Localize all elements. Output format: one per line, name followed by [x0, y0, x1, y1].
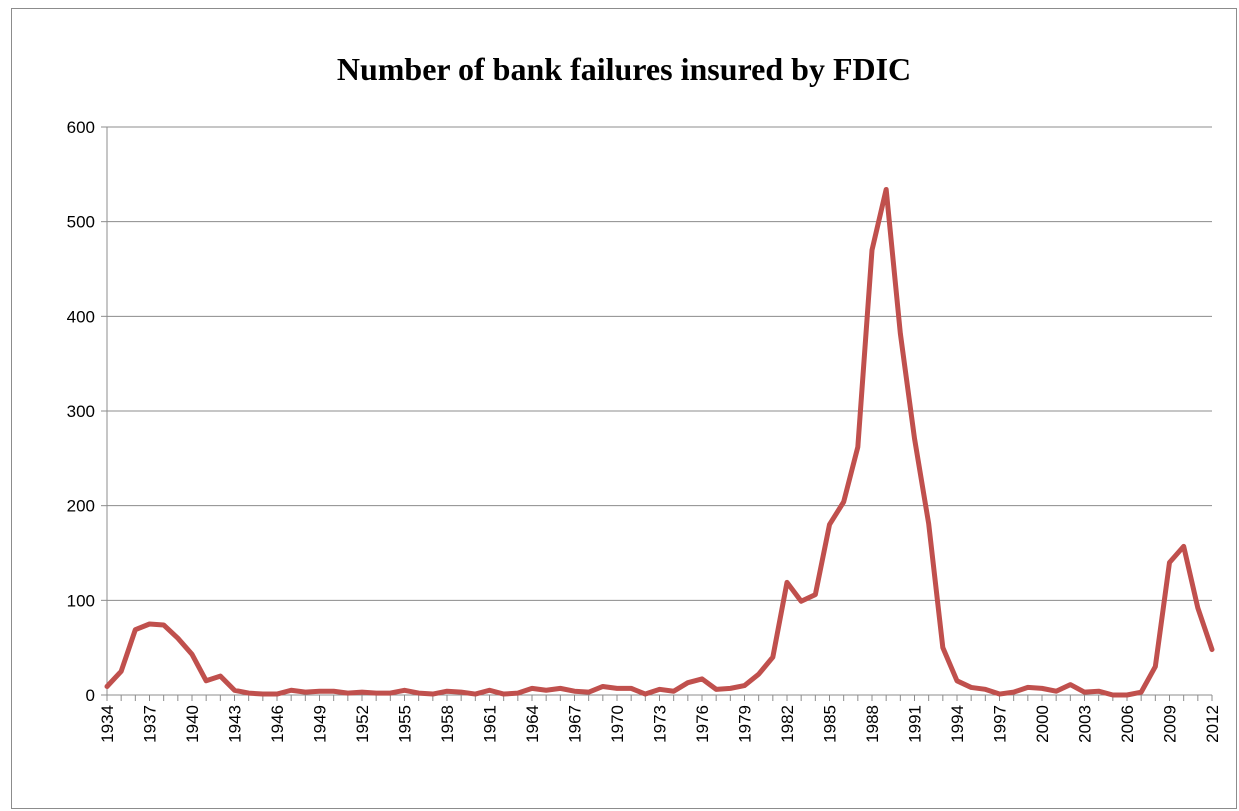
- x-axis-ticks: 1934 1937 1940 1943 1946 1949 1952 1955 1958 1961…: [98, 695, 1222, 743]
- y-tick-label-0: 0: [86, 686, 95, 705]
- y-tick-label-600: 600: [67, 118, 95, 137]
- series-line-bank-failures: [104, 186, 1215, 698]
- x-tick-label-1994: 1994: [948, 705, 967, 743]
- x-tick-label-1967: 1967: [566, 705, 585, 743]
- chart-title: Number of bank failures insured by FDIC: [336, 51, 912, 87]
- x-tick-label-1970: 1970: [608, 705, 627, 743]
- x-tick-label-2009: 2009: [1161, 705, 1180, 743]
- x-tick-label-1946: 1946: [268, 705, 287, 743]
- x-tick-label-1940: 1940: [183, 705, 202, 743]
- x-tick-label-1955: 1955: [396, 705, 415, 743]
- y-tick-label-100: 100: [67, 591, 95, 610]
- x-tick-label-1952: 1952: [353, 705, 372, 743]
- x-tick-label-1973: 1973: [651, 705, 670, 743]
- x-tick-label-1985: 1985: [821, 705, 840, 743]
- y-tick-label-300: 300: [67, 402, 95, 421]
- gridlines: [107, 126, 1212, 601]
- x-tick-label-1937: 1937: [141, 705, 160, 743]
- y-tick-label-500: 500: [67, 213, 95, 232]
- x-tick-label-1943: 1943: [226, 705, 245, 743]
- x-tick-label-1997: 1997: [991, 705, 1010, 743]
- x-tick-label-1949: 1949: [311, 705, 330, 743]
- x-tick-label-2006: 2006: [1118, 705, 1137, 743]
- series-layer: [104, 186, 1215, 698]
- x-tick-label-1982: 1982: [778, 705, 797, 743]
- y-axis-ticks: 0 100 200 300 400 500 600: [67, 118, 107, 705]
- x-tick-label-1976: 1976: [693, 705, 712, 743]
- x-tick-label-2000: 2000: [1033, 705, 1052, 743]
- x-tick-label-1988: 1988: [863, 705, 882, 743]
- x-tick-label-1964: 1964: [523, 705, 542, 743]
- y-tick-label-200: 200: [67, 497, 95, 516]
- x-tick-label-2003: 2003: [1076, 705, 1095, 743]
- x-tick-label-2012: 2012: [1203, 705, 1222, 743]
- x-tick-label-1958: 1958: [438, 705, 457, 743]
- x-tick-label-1979: 1979: [736, 705, 755, 743]
- x-tick-label-1934: 1934: [98, 705, 117, 743]
- x-tick-label-1961: 1961: [481, 705, 500, 743]
- x-tick-label-1991: 1991: [906, 705, 925, 743]
- y-tick-label-400: 400: [67, 307, 95, 326]
